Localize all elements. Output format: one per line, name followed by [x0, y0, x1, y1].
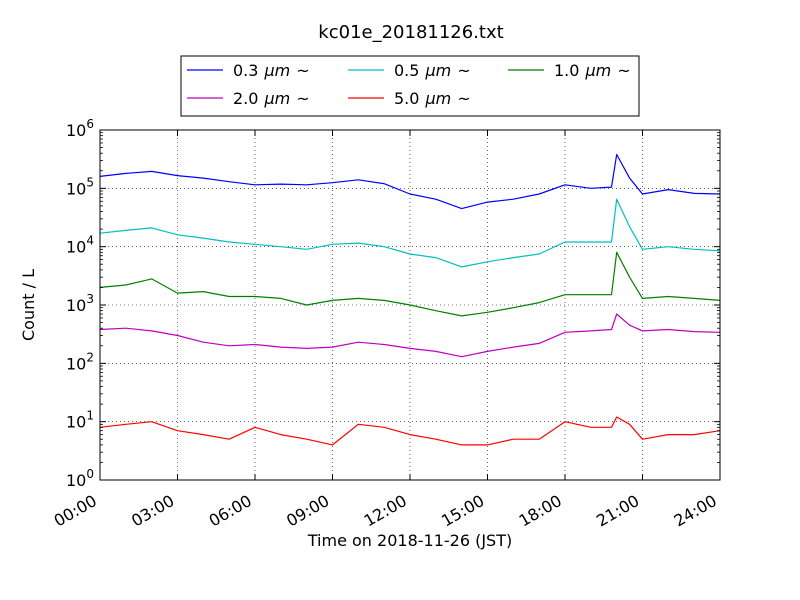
legend-size: 2.0	[233, 89, 258, 108]
y-tick-base: 10	[66, 179, 86, 198]
legend-tilde: ~	[296, 61, 309, 80]
y-tick-label: 104	[66, 234, 94, 257]
legend-tilde: ~	[457, 89, 470, 108]
y-tick-label: 105	[66, 175, 94, 198]
legend-unit: μm	[424, 89, 451, 108]
legend-label-0: 0.3 μm ~	[233, 61, 310, 80]
legend-label-4: 5.0 μm ~	[394, 89, 471, 108]
x-tick-label: 00:00	[51, 491, 100, 531]
x-axis-label: Time on 2018-11-26 (JST)	[307, 531, 512, 550]
legend-tilde: ~	[617, 61, 630, 80]
series-line-2	[99, 251, 721, 317]
y-tick-exponent: 5	[86, 175, 94, 189]
y-tick-exponent: 1	[86, 409, 94, 423]
grid	[100, 130, 720, 480]
y-tick-label: 101	[66, 409, 94, 432]
series-layer	[99, 153, 721, 446]
legend-size: 0.3	[233, 61, 258, 80]
x-tick-label: 06:00	[206, 491, 255, 531]
y-tick-exponent: 0	[86, 467, 94, 481]
series-line-1	[99, 198, 721, 268]
x-tick-label: 24:00	[671, 491, 720, 531]
y-tick-exponent: 4	[86, 234, 94, 248]
legend-unit: μm	[263, 89, 290, 108]
y-tick-label: 102	[66, 350, 94, 373]
y-tick-base: 10	[66, 354, 86, 373]
legend-label-3: 2.0 μm ~	[233, 89, 310, 108]
y-tick-exponent: 6	[86, 117, 94, 131]
y-tick-label: 100	[66, 467, 94, 490]
legend: 0.3 μm ~0.5 μm ~1.0 μm ~2.0 μm ~5.0 μm ~	[180, 55, 640, 117]
x-tick-label: 21:00	[593, 491, 642, 531]
legend-size: 0.5	[394, 61, 419, 80]
y-tick-base: 10	[66, 413, 86, 432]
legend-box	[180, 55, 640, 117]
chart-title: kc01e_20181126.txt	[318, 22, 503, 43]
legend-tilde: ~	[296, 89, 309, 108]
legend-unit: μm	[263, 61, 290, 80]
y-tick-exponent: 2	[86, 350, 94, 364]
y-axis-label: Count / L	[19, 269, 38, 341]
legend-label-2: 1.0 μm ~	[554, 61, 631, 80]
y-tick-base: 10	[66, 471, 86, 490]
legend-unit: μm	[424, 61, 451, 80]
legend-tilde: ~	[457, 61, 470, 80]
legend-label-1: 0.5 μm ~	[394, 61, 471, 80]
x-tick-label: 18:00	[516, 491, 565, 531]
series-line-0	[99, 153, 721, 210]
y-tick-label: 103	[66, 292, 94, 315]
x-tick-label: 15:00	[438, 491, 487, 531]
x-tick-label: 03:00	[128, 491, 177, 531]
x-tick-label: 12:00	[361, 491, 410, 531]
series-line-4	[99, 416, 721, 446]
y-tick-label: 106	[66, 117, 94, 140]
legend-unit: μm	[584, 61, 611, 80]
legend-size: 5.0	[394, 89, 419, 108]
y-tick-base: 10	[66, 238, 86, 257]
x-tick-label: 09:00	[283, 491, 332, 531]
y-tick-base: 10	[66, 296, 86, 315]
y-tick-exponent: 3	[86, 292, 94, 306]
legend-size: 1.0	[554, 61, 579, 80]
series-line-3	[99, 313, 721, 358]
y-tick-base: 10	[66, 121, 86, 140]
